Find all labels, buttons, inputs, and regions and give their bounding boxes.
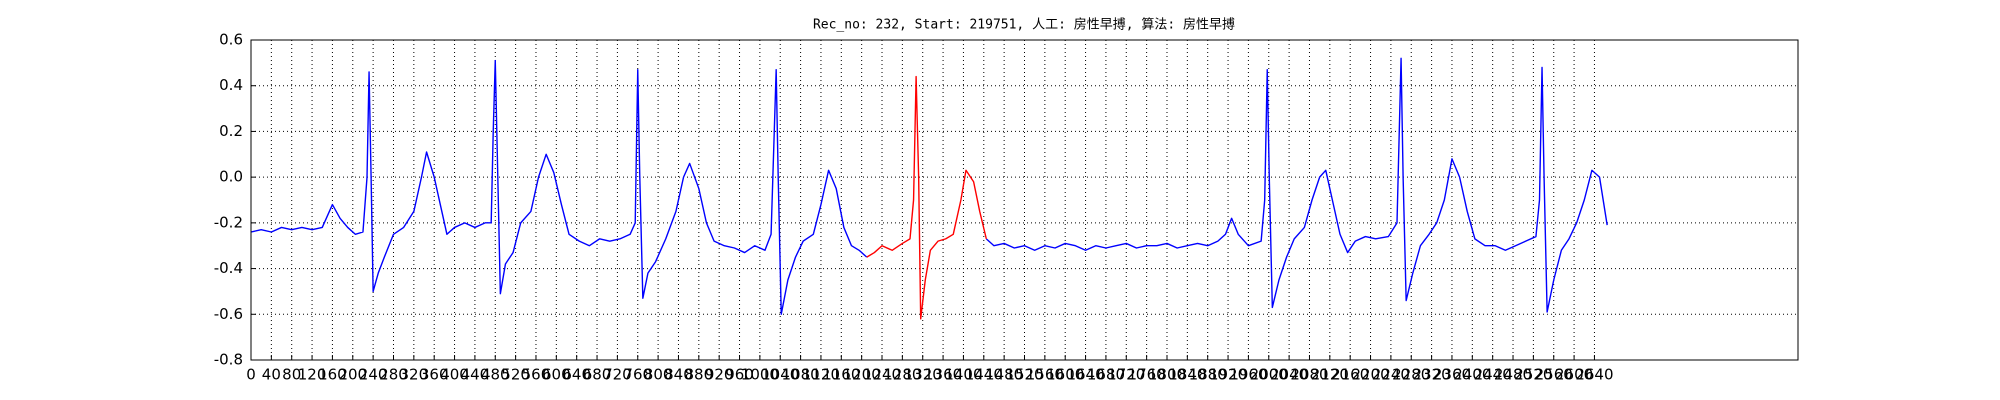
y-tick-label: 0.0 <box>219 168 243 186</box>
x-tick-label: 2120 <box>1311 366 1349 384</box>
y-tick-label: -0.6 <box>214 305 243 323</box>
x-tick-label: 2520 <box>1514 366 1552 384</box>
x-tick-label: 1680 <box>1087 366 1125 384</box>
x-tick-label: 2440 <box>1474 366 1512 384</box>
x-tick-label: 560 <box>522 366 551 384</box>
x-tick-label: 1480 <box>985 366 1023 384</box>
x-tick-label: 760 <box>623 366 652 384</box>
x-tick-label: 1040 <box>761 366 799 384</box>
x-tick-label: 1080 <box>781 366 819 384</box>
y-tick-label: 0.4 <box>219 76 243 94</box>
x-tick-label: 1520 <box>1005 366 1043 384</box>
y-tick-label: 0.6 <box>219 31 243 49</box>
x-tick-label: 280 <box>379 366 408 384</box>
y-tick-label: -0.4 <box>214 259 243 277</box>
x-tick-label: 1400 <box>944 366 982 384</box>
x-tick-label: 640 <box>562 366 591 384</box>
x-tick-label: 1360 <box>924 366 962 384</box>
x-tick-label: 1280 <box>883 366 921 384</box>
x-tick-label: 400 <box>440 366 469 384</box>
x-tick-label: 2400 <box>1453 366 1491 384</box>
x-tick-label: 2000 <box>1250 366 1288 384</box>
x-tick-label: 80 <box>282 366 301 384</box>
x-tick-label: 1840 <box>1168 366 1206 384</box>
ecg-line <box>250 57 1608 315</box>
x-tick-label: 960 <box>725 366 754 384</box>
x-tick-label: 1720 <box>1107 366 1145 384</box>
x-tick-label: 240 <box>359 366 388 384</box>
x-tick-label: 0 <box>246 366 256 384</box>
x-tick-label: 1120 <box>802 366 840 384</box>
chart-title: Rec_no: 232, Start: 219751, 人工: 房性早搏, 算法… <box>813 17 1235 33</box>
x-tick-label: 720 <box>603 366 632 384</box>
x-tick-label: 200 <box>338 366 367 384</box>
x-tick-label: 1440 <box>965 366 1003 384</box>
x-tick-label: 2160 <box>1331 366 1369 384</box>
x-tick-label: 440 <box>461 366 490 384</box>
x-tick-label: 1760 <box>1128 366 1166 384</box>
x-tick-label: 120 <box>298 366 327 384</box>
ecg-line <box>866 75 988 320</box>
x-tick-label: 1880 <box>1189 366 1227 384</box>
x-tick-label: 320 <box>400 366 429 384</box>
x-tick-label: 480 <box>481 366 510 384</box>
x-tick-label: 1160 <box>822 366 860 384</box>
x-tick-label: 1320 <box>904 366 942 384</box>
x-tick-label: 880 <box>684 366 713 384</box>
x-tick-label: 2600 <box>1555 366 1593 384</box>
x-tick-label: 800 <box>644 366 673 384</box>
x-tick-label: 40 <box>262 366 281 384</box>
x-tick-label: 920 <box>705 366 734 384</box>
x-tick-label: 2360 <box>1433 366 1471 384</box>
x-tick-label: 840 <box>664 366 693 384</box>
x-tick-label: 2240 <box>1372 366 1410 384</box>
x-tick-label: 520 <box>501 366 530 384</box>
x-tick-label: 2480 <box>1494 366 1532 384</box>
x-tick-label: 1560 <box>1026 366 1064 384</box>
x-tick-label: 160 <box>318 366 347 384</box>
x-tick-label: 1960 <box>1229 366 1267 384</box>
x-tick-label: 2080 <box>1290 366 1328 384</box>
y-tick-label: 0.2 <box>219 122 243 140</box>
x-tick-label: 2320 <box>1413 366 1451 384</box>
y-tick-label: -0.2 <box>214 213 243 231</box>
x-tick-label: 1200 <box>843 366 881 384</box>
x-tick-label: 2640 <box>1575 366 1613 384</box>
x-tick-label: 1640 <box>1066 366 1104 384</box>
x-tick-label: 2560 <box>1535 366 1573 384</box>
x-tick-label: 1240 <box>863 366 901 384</box>
x-tick-label: 360 <box>420 366 449 384</box>
x-tick-label: 2280 <box>1392 366 1430 384</box>
x-tick-label: 680 <box>583 366 612 384</box>
x-tick-label: 2200 <box>1351 366 1389 384</box>
y-tick-label: -0.8 <box>214 351 243 369</box>
x-tick-label: 1000 <box>741 366 779 384</box>
x-tick-label: 600 <box>542 366 571 384</box>
x-tick-label: 1800 <box>1148 366 1186 384</box>
x-tick-label: 2040 <box>1270 366 1308 384</box>
x-tick-label: 1920 <box>1209 366 1247 384</box>
x-tick-label: 1600 <box>1046 366 1084 384</box>
plot-frame <box>250 39 1799 361</box>
